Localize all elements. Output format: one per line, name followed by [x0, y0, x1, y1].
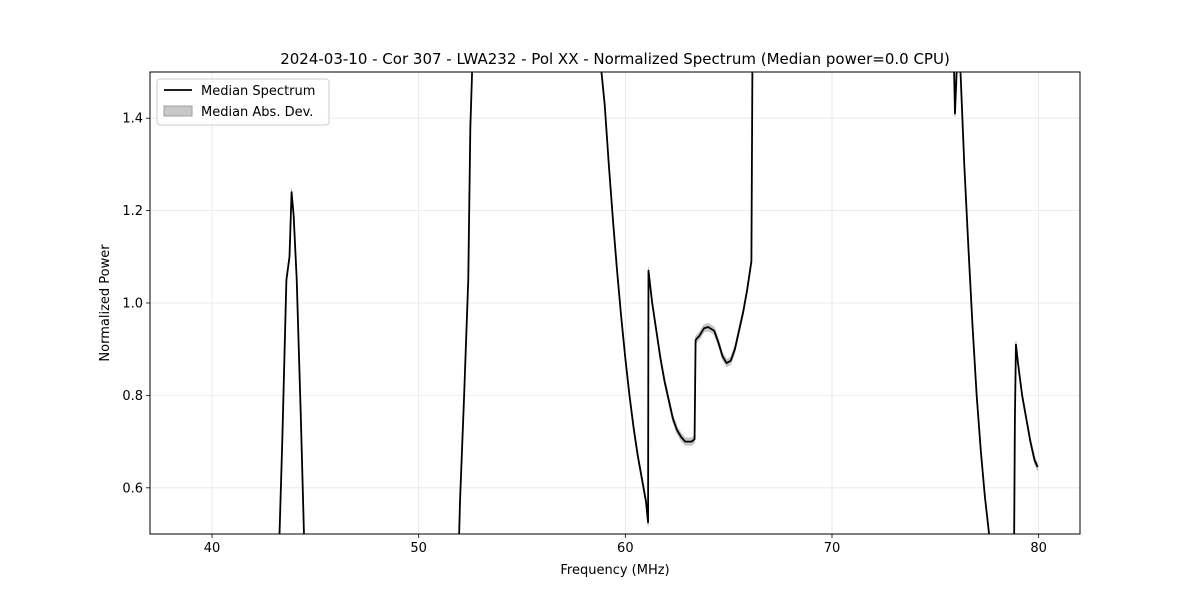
legend-label-median-spectrum: Median Spectrum [201, 84, 315, 99]
spectrum-line-segment [959, 72, 990, 534]
chart-title: 2024-03-10 - Cor 307 - LWA232 - Pol XX -… [280, 50, 950, 68]
spectrum-line-segment [1013, 343, 1039, 534]
median-spectrum-line [278, 72, 1039, 534]
y-tick-label: 1.2 [122, 204, 143, 219]
x-tick-label: 80 [1030, 541, 1047, 556]
legend-band-swatch [163, 105, 193, 117]
legend: Median Spectrum Median Abs. Dev. [156, 78, 330, 126]
x-tick-label: 60 [617, 541, 634, 556]
legend-box [156, 78, 330, 126]
x-axis-ticks: 40 50 60 70 80 [204, 534, 1047, 556]
x-tick-label: 50 [410, 541, 427, 556]
y-axis-label: Normalized Power [98, 244, 113, 362]
y-tick-label: 0.8 [122, 389, 143, 404]
legend-label-median-abs-dev: Median Abs. Dev. [201, 105, 313, 120]
spectrum-line-segment [953, 72, 958, 115]
y-tick-label: 0.6 [122, 481, 143, 496]
grid [150, 72, 1080, 534]
y-tick-label: 1.0 [122, 297, 143, 312]
spectrum-line-segment [600, 72, 754, 524]
y-axis-ticks: 0.6 0.8 1.0 1.2 1.4 [122, 112, 150, 496]
spectrum-line-segment [458, 72, 474, 534]
spectrum-line-segment [278, 191, 305, 534]
x-tick-label: 40 [204, 541, 221, 556]
x-tick-label: 70 [824, 541, 841, 556]
x-axis-label: Frequency (MHz) [560, 563, 669, 578]
y-tick-label: 1.4 [122, 112, 143, 127]
